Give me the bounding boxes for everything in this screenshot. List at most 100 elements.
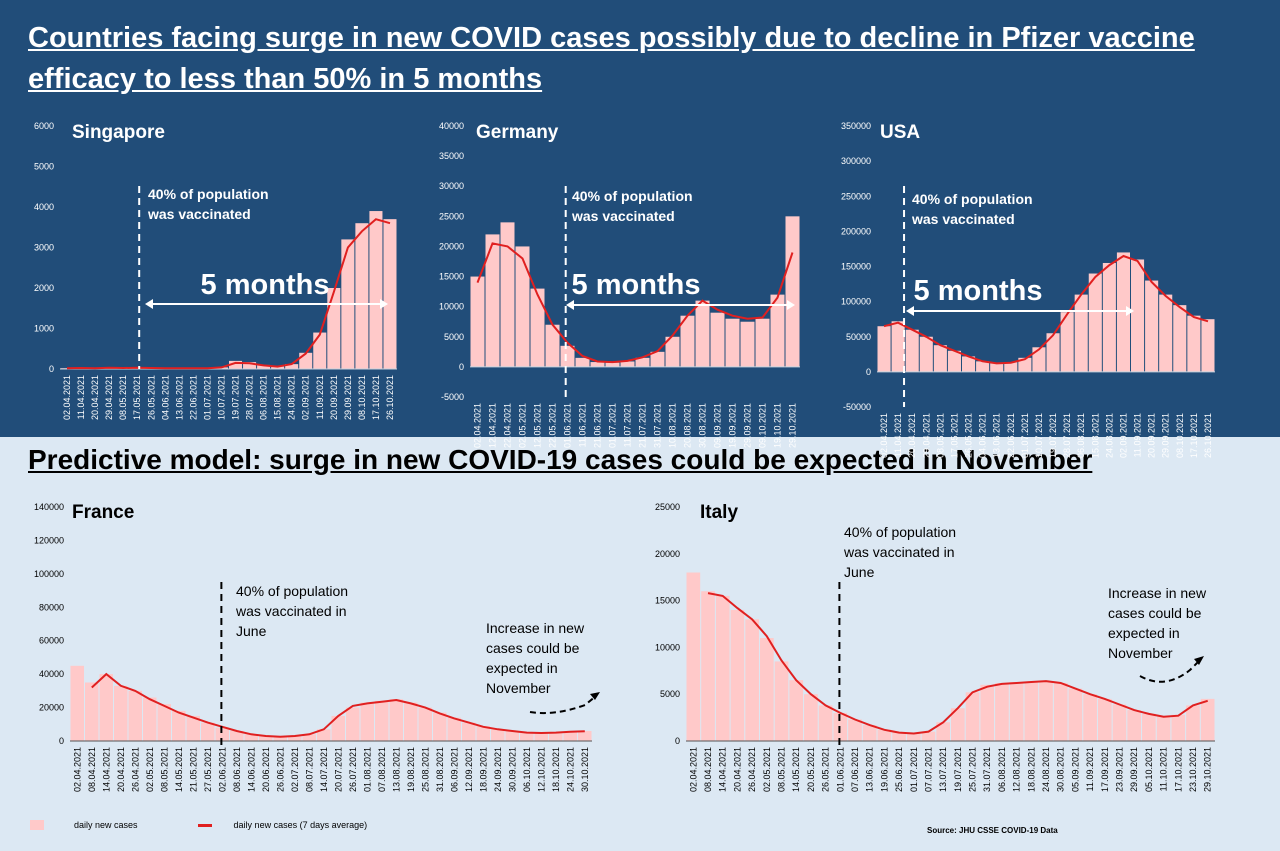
germany-bar xyxy=(530,288,545,367)
singapore-xtick-label: 15.08.2021 xyxy=(273,375,283,420)
singapore-ytick-label: 1000 xyxy=(34,324,54,334)
france-ytick-label: 60000 xyxy=(39,636,64,646)
france-xtick-label: 02.05.2021 xyxy=(145,747,155,792)
germany-xtick-label: 21.07.2021 xyxy=(638,403,648,448)
singapore-xtick-label: 08.10.2021 xyxy=(357,375,367,420)
usa-bar xyxy=(1032,347,1046,372)
usa-ytick-label: 50000 xyxy=(846,332,871,342)
italy-bar xyxy=(892,732,906,741)
italy-xtick-label: 20.04.2021 xyxy=(732,747,742,792)
france-xtick-label: 18.10.2021 xyxy=(551,747,561,792)
italy-ytick-label: 10000 xyxy=(655,642,680,652)
france-ytick-label: 120000 xyxy=(34,535,64,545)
france-forecast-note: Increase in new cases could be expected in… xyxy=(486,620,585,696)
germany-bar xyxy=(755,318,770,367)
usa-xtick-label: 17.05.2021 xyxy=(949,413,959,458)
germany-xtick-label: 09.10.2021 xyxy=(758,403,768,448)
france-bar xyxy=(201,722,215,741)
france-title: France xyxy=(72,502,134,523)
italy-bar xyxy=(980,684,995,741)
italy-bar xyxy=(1171,714,1186,741)
germany-xtick-label: 11.06.2021 xyxy=(578,403,588,447)
italy-xtick-label: 11.10.2021 xyxy=(1159,747,1169,791)
usa-xtick-label: 26.05.2021 xyxy=(964,413,974,458)
usa-bar xyxy=(1060,312,1074,372)
usa-xtick-label: 02.04.2021 xyxy=(879,413,889,458)
usa-span-label: 5 months xyxy=(914,275,1043,307)
germany-xtick-label: 22.04.2021 xyxy=(503,403,513,448)
singapore-bar xyxy=(285,364,299,369)
italy-ytick-label: 25000 xyxy=(655,502,680,512)
france-bar xyxy=(462,722,476,741)
italy-bar xyxy=(715,595,730,741)
france-bar xyxy=(578,730,592,741)
usa-xtick-label: 28.07.2021 xyxy=(1062,413,1072,458)
italy-bar xyxy=(1186,705,1200,741)
usa-xtick-label: 29.04.2021 xyxy=(921,413,931,458)
singapore-bar xyxy=(327,288,341,369)
germany-bar xyxy=(620,361,635,367)
france-bar xyxy=(230,730,244,741)
singapore-title: Singapore xyxy=(72,122,165,143)
italy-title: Italy xyxy=(700,502,738,523)
usa-bar xyxy=(962,356,976,372)
usa-span-arrowhead-left xyxy=(906,306,914,316)
usa-ytick-label: -50000 xyxy=(843,402,871,412)
italy-bar xyxy=(789,680,804,741)
singapore-ytick-label: 6000 xyxy=(34,121,54,131)
france-xtick-label: 26.04.2021 xyxy=(130,747,140,792)
germany-xtick-label: 20.08.2021 xyxy=(683,403,693,448)
italy-bar xyxy=(951,708,965,741)
italy-bar xyxy=(759,638,774,741)
france-xtick-label: 25.08.2021 xyxy=(420,747,430,792)
usa-xtick-label: 11.04.2021 xyxy=(893,413,903,457)
singapore-bar xyxy=(243,362,257,369)
italy-xtick-label: 11.09.2021 xyxy=(1085,747,1095,791)
usa-bar xyxy=(1187,315,1201,372)
singapore-bar xyxy=(355,223,369,369)
italy-xtick-label: 23.09.2021 xyxy=(1114,747,1124,792)
italy-xtick-label: 07.07.2021 xyxy=(923,747,933,792)
italy-bar xyxy=(1024,682,1039,741)
france-xtick-label: 08.04.2021 xyxy=(87,747,97,792)
usa-ytick-label: 300000 xyxy=(841,156,871,166)
singapore-ytick-label: 0 xyxy=(49,364,54,374)
italy-bar xyxy=(1142,713,1156,741)
usa-xtick-label: 13.06.2021 xyxy=(992,413,1002,458)
legend-line-swatch xyxy=(197,823,212,827)
singapore-xtick-label: 04.06.2021 xyxy=(160,375,170,420)
italy-xtick-label: 29.10.2021 xyxy=(1203,747,1213,792)
singapore-bar xyxy=(369,211,383,369)
singapore-xtick-label: 17.05.2021 xyxy=(132,375,142,420)
italy-bar xyxy=(936,722,950,741)
germany-title: Germany xyxy=(476,122,559,143)
germany-xtick-label: 29.09.2021 xyxy=(743,403,753,448)
france-bar xyxy=(549,732,563,741)
italy-vaccination-note: 40% of population was vaccinated in June xyxy=(843,524,956,580)
singapore-span-arrowhead-right xyxy=(380,299,388,309)
france-xtick-label: 14.07.2021 xyxy=(319,747,329,792)
france-bar xyxy=(288,735,302,741)
italy-avg-line xyxy=(707,592,1208,735)
usa-xtick-label: 20.04.2021 xyxy=(907,413,917,458)
italy-bar xyxy=(906,733,921,741)
france-xtick-label: 06.10.2021 xyxy=(522,747,532,792)
singapore-xtick-label: 22.06.2021 xyxy=(188,375,198,420)
france-ytick-label: 140000 xyxy=(34,502,64,512)
france-ytick-label: 40000 xyxy=(39,669,64,679)
france-ytick-label: 0 xyxy=(59,736,64,746)
germany-ytick-label: 0 xyxy=(459,362,464,372)
germany-bar xyxy=(545,324,560,367)
france-bar xyxy=(418,707,432,741)
germany-span-arrowhead-right xyxy=(787,300,795,310)
germany-bar xyxy=(665,336,680,367)
germany-xtick-label: 12.04.2021 xyxy=(488,403,498,448)
singapore-bar xyxy=(257,364,271,369)
singapore-xtick-label: 20.09.2021 xyxy=(329,375,339,420)
usa-xtick-label: 02.09.2021 xyxy=(1118,413,1128,458)
germany-ytick-label: 25000 xyxy=(439,211,464,221)
usa-vaccination-note: 40% of population was vaccinated xyxy=(911,191,1033,227)
page-title: Countries facing surge in new COVID case… xyxy=(28,22,1195,95)
germany-xtick-label: 12.05.2021 xyxy=(533,403,543,448)
